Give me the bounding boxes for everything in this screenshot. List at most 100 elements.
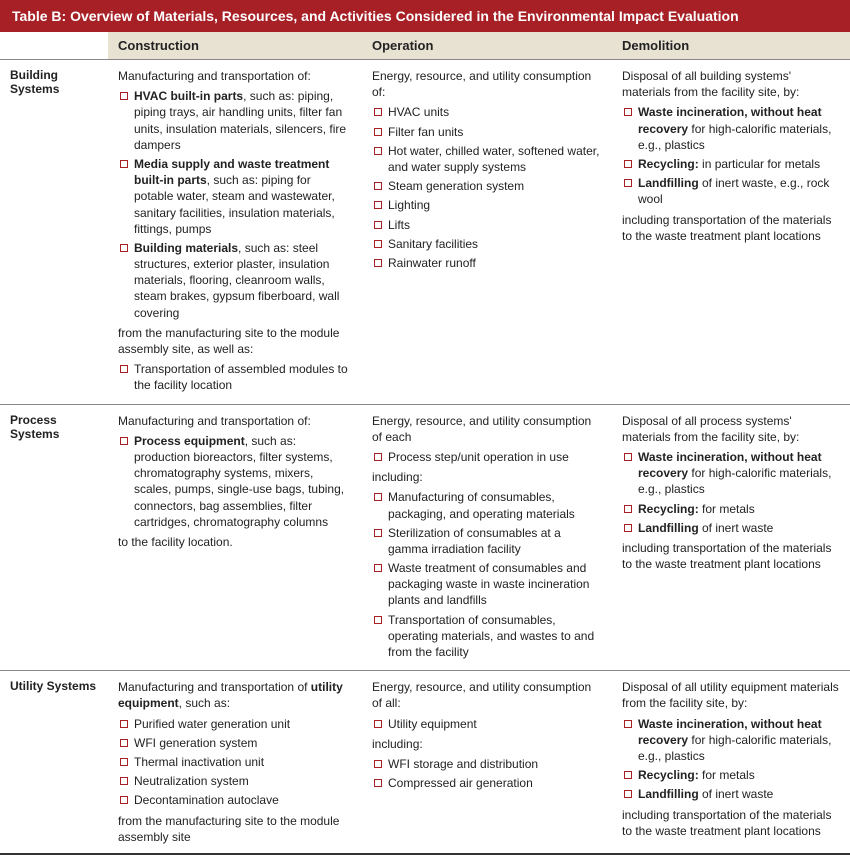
- list-item: Rainwater runoff: [372, 255, 602, 271]
- list: Waste incineration, without heat recover…: [622, 449, 840, 536]
- list-item: HVAC units: [372, 104, 602, 120]
- list: Transportation of assembled modules to t…: [118, 361, 352, 393]
- item-rest: for metals: [699, 768, 755, 782]
- list-item: Purified water generation unit: [118, 716, 352, 732]
- list-item: Transportation of assembled modules to t…: [118, 361, 352, 393]
- item-bold: Landfilling: [638, 176, 699, 190]
- list-item: Filter fan units: [372, 124, 602, 140]
- list: Utility equipment: [372, 716, 602, 732]
- list-item: Compressed air generation: [372, 775, 602, 791]
- item-bold: Building materials: [134, 241, 238, 255]
- trail-text: from the manufacturing site to the modul…: [118, 813, 352, 845]
- cell-construction: Manufacturing and transportation of util…: [108, 671, 362, 854]
- list-item: Hot water, chilled water, softened water…: [372, 143, 602, 175]
- list: Manufacturing of consumables, packaging,…: [372, 489, 602, 660]
- row-label: Building Systems: [0, 60, 108, 405]
- item-bold: Recycling:: [638, 157, 699, 171]
- list-item: Steam generation system: [372, 178, 602, 194]
- list-item: Thermal inactivation unit: [118, 754, 352, 770]
- lead-text: Energy, resource, and utility consumptio…: [372, 68, 602, 100]
- list-item: Landfilling of inert waste: [622, 520, 840, 536]
- row-process-systems: Process Systems Manufacturing and transp…: [0, 404, 850, 671]
- list: WFI storage and distribution Compressed …: [372, 756, 602, 791]
- header-blank: [0, 32, 108, 60]
- list-item: Waste treatment of consumables and packa…: [372, 560, 602, 609]
- list-item: Media supply and waste treatment built-i…: [118, 156, 352, 237]
- materials-table: Construction Operation Demolition Buildi…: [0, 32, 850, 855]
- item-bold: Process equipment: [134, 434, 245, 448]
- lead-text: Manufacturing and transportation of util…: [118, 679, 352, 711]
- item-bold: Recycling:: [638, 768, 699, 782]
- list-item: Recycling: for metals: [622, 501, 840, 517]
- cell-demolition: Disposal of all building systems' materi…: [612, 60, 850, 405]
- mid-text: including:: [372, 736, 602, 752]
- list-item: Manufacturing of consumables, packaging,…: [372, 489, 602, 521]
- list-item: Recycling: for metals: [622, 767, 840, 783]
- header-demolition: Demolition: [612, 32, 850, 60]
- item-bold: HVAC built-in parts: [134, 89, 243, 103]
- cell-operation: Energy, resource, and utility consumptio…: [362, 671, 612, 854]
- list-item: Transportation of consumables, operating…: [372, 612, 602, 661]
- list-item: Utility equipment: [372, 716, 602, 732]
- cell-demolition: Disposal of all process systems' materia…: [612, 404, 850, 671]
- list-item: Waste incineration, without heat recover…: [622, 449, 840, 498]
- item-rest: for metals: [699, 502, 755, 516]
- row-label: Utility Systems: [0, 671, 108, 854]
- trail-text: including transportation of the material…: [622, 807, 840, 839]
- list-item: Process step/unit operation in use: [372, 449, 602, 465]
- list-item: Sterilization of consumables at a gamma …: [372, 525, 602, 557]
- list-item: Waste incineration, without heat recover…: [622, 104, 840, 153]
- row-building-systems: Building Systems Manufacturing and trans…: [0, 60, 850, 405]
- cell-construction: Manufacturing and transportation of: HVA…: [108, 60, 362, 405]
- header-operation: Operation: [362, 32, 612, 60]
- list-item: Sanitary facilities: [372, 236, 602, 252]
- row-label: Process Systems: [0, 404, 108, 671]
- list-item: HVAC built-in parts, such as: piping, pi…: [118, 88, 352, 153]
- list: Purified water generation unit WFI gener…: [118, 716, 352, 809]
- list-item: WFI generation system: [118, 735, 352, 751]
- cell-construction: Manufacturing and transportation of: Pro…: [108, 404, 362, 671]
- list-item: Building materials, such as: steel struc…: [118, 240, 352, 321]
- lead-text: Disposal of all utility equipment materi…: [622, 679, 840, 711]
- table-title: Table B: Overview of Materials, Resource…: [0, 0, 850, 32]
- item-rest: of inert waste: [699, 787, 774, 801]
- list-item: Lighting: [372, 197, 602, 213]
- list: Process equipment, such as: production b…: [118, 433, 352, 530]
- table-b: Table B: Overview of Materials, Resource…: [0, 0, 850, 855]
- item-bold: Landfilling: [638, 787, 699, 801]
- item-rest: of inert waste: [699, 521, 774, 535]
- trail-text: including transportation of the material…: [622, 212, 840, 244]
- cell-demolition: Disposal of all utility equipment materi…: [612, 671, 850, 854]
- list: HVAC built-in parts, such as: piping, pi…: [118, 88, 352, 321]
- item-bold: Landfilling: [638, 521, 699, 535]
- lead-text: Energy, resource, and utility consumptio…: [372, 679, 602, 711]
- item-rest: in particular for metals: [699, 157, 820, 171]
- header-row: Construction Operation Demolition: [0, 32, 850, 60]
- lead-post: , such as:: [179, 696, 230, 710]
- list: Process step/unit operation in use: [372, 449, 602, 465]
- cell-operation: Energy, resource, and utility consumptio…: [362, 60, 612, 405]
- cell-operation: Energy, resource, and utility consumptio…: [362, 404, 612, 671]
- trail-text: to the facility location.: [118, 534, 352, 550]
- lead-pre: Manufacturing and transportation of: [118, 680, 311, 694]
- lead-text: Disposal of all process systems' materia…: [622, 413, 840, 445]
- lead-text: Energy, resource, and utility consumptio…: [372, 413, 602, 445]
- item-bold: Recycling:: [638, 502, 699, 516]
- mid-text: from the manufacturing site to the modul…: [118, 325, 352, 357]
- list: HVAC units Filter fan units Hot water, c…: [372, 104, 602, 271]
- lead-text: Manufacturing and transportation of:: [118, 413, 352, 429]
- list: Waste incineration, without heat recover…: [622, 104, 840, 207]
- list-item: Decontamination autoclave: [118, 792, 352, 808]
- list-item: Recycling: in particular for metals: [622, 156, 840, 172]
- lead-text: Disposal of all building systems' materi…: [622, 68, 840, 100]
- list-item: WFI storage and distribution: [372, 756, 602, 772]
- list-item: Neutralization system: [118, 773, 352, 789]
- header-construction: Construction: [108, 32, 362, 60]
- list: Waste incineration, without heat recover…: [622, 716, 840, 803]
- lead-text: Manufacturing and transportation of:: [118, 68, 352, 84]
- list-item: Process equipment, such as: production b…: [118, 433, 352, 530]
- list-item: Waste incineration, without heat recover…: [622, 716, 840, 765]
- mid-text: including:: [372, 469, 602, 485]
- list-item: Landfilling of inert waste, e.g., rock w…: [622, 175, 840, 207]
- list-item: Landfilling of inert waste: [622, 786, 840, 802]
